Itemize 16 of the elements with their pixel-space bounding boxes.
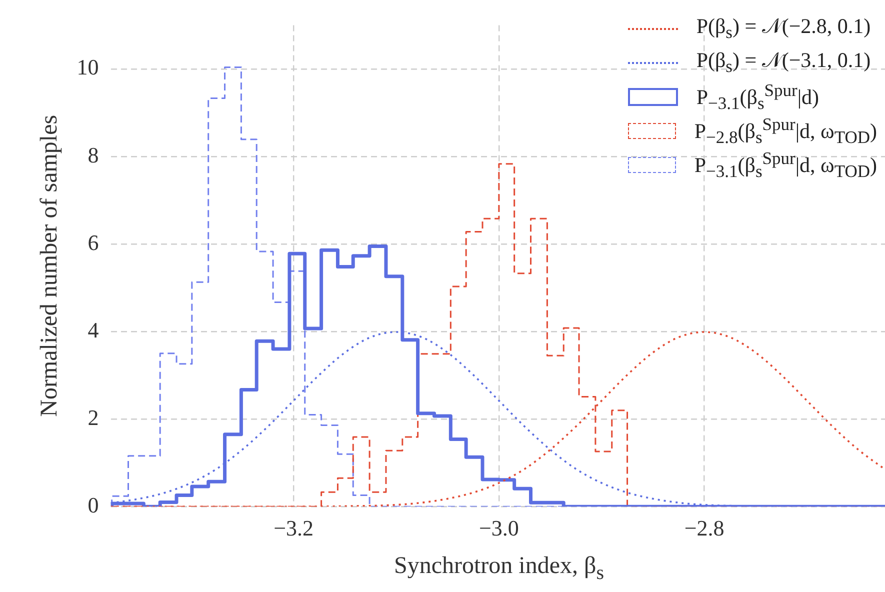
- x-tick-label: −3.0: [478, 516, 519, 541]
- x-axis-title: Synchrotron index, β$_{s}$: [393, 553, 605, 585]
- x-tick-label: −3.2: [274, 516, 314, 541]
- y-tick-label: 10: [76, 54, 99, 80]
- y-tick-label: 2: [88, 404, 99, 430]
- x-tick-label: −2.8: [684, 516, 724, 541]
- legend-label: P(β$_{s}$) = 𝒩(−3.1, 0.1): [696, 48, 871, 78]
- y-tick-label: 6: [88, 230, 99, 255]
- y-axis-title: Normalized number of samples: [36, 114, 63, 417]
- y-tick-label: 8: [88, 142, 99, 168]
- legend-label: P$_{−3.1}$(β$_{s}$$^{Spur}$|d): [696, 80, 820, 114]
- y-tick-label: 0: [88, 492, 99, 518]
- legend-label: P$_{−2.8}$(β$_{s}$$^{Spur}$|d, ω$_{TOD}$): [694, 114, 877, 148]
- y-tick-label: 4: [88, 317, 99, 342]
- legend-label: P(β$_{s}$) = 𝒩(−2.8, 0.1): [696, 14, 871, 44]
- legend-label: P$_{−3.1}$(β$_{s}$$^{Spur}$|d, ω$_{TOD}$): [694, 148, 877, 182]
